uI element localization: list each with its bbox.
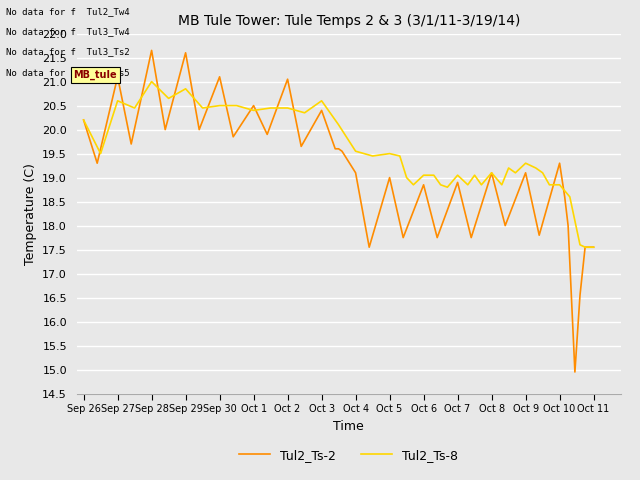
Tul2_Ts-8 [436,182,444,188]
Tul2_Ts-2 [161,127,169,132]
Tul2_Ts-8 [199,105,207,111]
Tul2_Ts-2 [338,148,346,154]
Tul2_Ts-8 [148,79,156,84]
Tul2_Ts-8 [545,182,553,188]
Tul2_Ts-2 [182,50,189,56]
Tul2_Ts-2 [571,369,579,375]
Tul2_Ts-2 [365,244,373,250]
Tul2_Ts-2 [264,132,271,137]
Tul2_Ts-2 [454,180,461,185]
Tul2_Ts-8 [396,153,404,159]
Tul2_Ts-2 [216,74,223,80]
Text: No data for f  Tul3_Ts5: No data for f Tul3_Ts5 [6,68,130,77]
Tul2_Ts-2 [581,244,589,250]
Text: MB_tule: MB_tule [74,70,117,80]
Tul2_Ts-2 [80,117,88,123]
Tul2_Ts-8 [590,244,598,250]
Tul2_Ts-2 [93,160,101,166]
Tul2_Ts-8 [250,108,257,113]
Tul2_Ts-2 [420,182,428,188]
Line: Tul2_Ts-2: Tul2_Ts-2 [84,50,594,372]
Tul2_Ts-2 [433,235,441,240]
Tul2_Ts-8 [498,182,506,188]
Legend: Tul2_Ts-2, Tul2_Ts-8: Tul2_Ts-2, Tul2_Ts-8 [234,444,463,467]
Tul2_Ts-8 [430,172,438,178]
Tul2_Ts-8 [301,110,308,116]
Tul2_Ts-8 [216,103,223,108]
Tul2_Ts-8 [511,170,519,176]
Tul2_Ts-8 [335,122,342,128]
Tul2_Ts-8 [576,242,584,248]
Tul2_Ts-2 [561,194,568,200]
Tul2_Ts-8 [420,172,428,178]
Tul2_Ts-2 [148,48,156,53]
Tul2_Ts-8 [539,170,547,176]
Tul2_Ts-2 [590,244,598,250]
Tul2_Ts-8 [97,151,104,156]
Tul2_Ts-8 [182,86,189,92]
Tul2_Ts-8 [581,244,589,250]
Tul2_Ts-2 [284,76,291,82]
Tul2_Ts-2 [332,146,339,152]
Tul2_Ts-2 [318,108,326,113]
Tul2_Ts-2 [114,74,122,80]
Tul2_Ts-2 [536,232,543,238]
Tul2_Ts-8 [403,175,410,180]
Text: No data for f  Tul3_Ts2: No data for f Tul3_Ts2 [6,48,130,57]
Tul2_Ts-2 [576,292,584,298]
Tul2_Ts-8 [318,98,326,104]
Tul2_Ts-2 [501,223,509,228]
Tul2_Ts-8 [464,182,472,188]
Tul2_Ts-8 [566,194,573,200]
Tul2_Ts-2 [335,146,342,152]
Tul2_Ts-8 [369,153,376,159]
Tul2_Ts-2 [467,235,475,240]
Tul2_Ts-8 [131,105,138,111]
Tul2_Ts-8 [488,170,495,176]
X-axis label: Time: Time [333,420,364,432]
Tul2_Ts-8 [477,182,485,188]
Y-axis label: Temperature (C): Temperature (C) [24,163,36,264]
Tul2_Ts-8 [386,151,394,156]
Tul2_Ts-8 [522,160,529,166]
Tul2_Ts-2 [298,144,305,149]
Tul2_Ts-8 [233,103,241,108]
Tul2_Ts-8 [267,105,275,111]
Tul2_Ts-8 [454,172,461,178]
Tul2_Ts-2 [386,175,394,180]
Tul2_Ts-2 [522,170,529,176]
Tul2_Ts-8 [114,98,122,104]
Tul2_Ts-8 [471,172,479,178]
Text: No data for f  Tul2_Tw4: No data for f Tul2_Tw4 [6,7,130,16]
Tul2_Ts-2 [127,141,135,147]
Line: Tul2_Ts-8: Tul2_Ts-8 [84,82,594,247]
Tul2_Ts-8 [444,184,451,190]
Tul2_Ts-8 [556,182,563,188]
Tul2_Ts-2 [488,170,495,176]
Tul2_Ts-2 [564,223,572,228]
Tul2_Ts-8 [352,148,360,154]
Tul2_Ts-8 [284,105,291,111]
Tul2_Ts-8 [410,182,417,188]
Tul2_Ts-2 [195,127,203,132]
Tul2_Ts-2 [399,235,407,240]
Tul2_Ts-2 [229,134,237,140]
Title: MB Tule Tower: Tule Temps 2 & 3 (3/1/11-3/19/14): MB Tule Tower: Tule Temps 2 & 3 (3/1/11-… [178,14,520,28]
Tul2_Ts-8 [532,165,540,171]
Tul2_Ts-8 [505,165,513,171]
Tul2_Ts-2 [352,170,360,176]
Tul2_Ts-8 [164,96,172,101]
Text: No data for f  Tul3_Tw4: No data for f Tul3_Tw4 [6,27,130,36]
Tul2_Ts-2 [556,160,563,166]
Tul2_Ts-2 [250,103,257,108]
Tul2_Ts-8 [80,117,88,123]
